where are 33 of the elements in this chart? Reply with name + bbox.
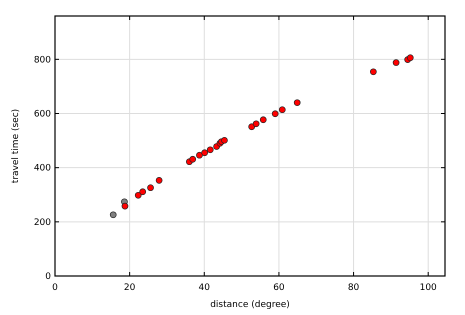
point bbox=[221, 136, 228, 144]
y-tick-label: 0 bbox=[45, 272, 52, 282]
point bbox=[370, 68, 377, 76]
point bbox=[206, 146, 214, 154]
point bbox=[110, 211, 117, 218]
point bbox=[392, 59, 400, 66]
y-tick-label: 400 bbox=[34, 164, 52, 174]
x-tick-label: 40 bbox=[198, 283, 210, 293]
point bbox=[156, 177, 162, 184]
point bbox=[122, 202, 128, 210]
point bbox=[134, 192, 142, 199]
y-tick-label: 800 bbox=[34, 55, 52, 66]
point bbox=[406, 54, 414, 62]
point bbox=[278, 106, 286, 114]
x-tick-label: 20 bbox=[124, 283, 136, 293]
x-tick-label: 100 bbox=[420, 283, 438, 293]
y-tick-label: 200 bbox=[34, 218, 52, 228]
point bbox=[248, 123, 256, 130]
x-tick-label: 60 bbox=[273, 283, 285, 293]
point bbox=[189, 156, 196, 163]
point bbox=[294, 99, 301, 106]
x-axis-title: distance (degree) bbox=[210, 300, 290, 310]
point bbox=[252, 120, 260, 128]
y-axis-title: travel time (sec) bbox=[11, 108, 21, 184]
point bbox=[260, 116, 267, 124]
point bbox=[196, 152, 203, 159]
y-tick-label: 600 bbox=[34, 110, 52, 120]
point bbox=[201, 149, 208, 156]
point bbox=[147, 184, 154, 192]
point bbox=[272, 110, 279, 118]
x-tick-label: 80 bbox=[348, 283, 360, 293]
point bbox=[139, 188, 146, 196]
x-tick-label: 0 bbox=[52, 283, 58, 293]
